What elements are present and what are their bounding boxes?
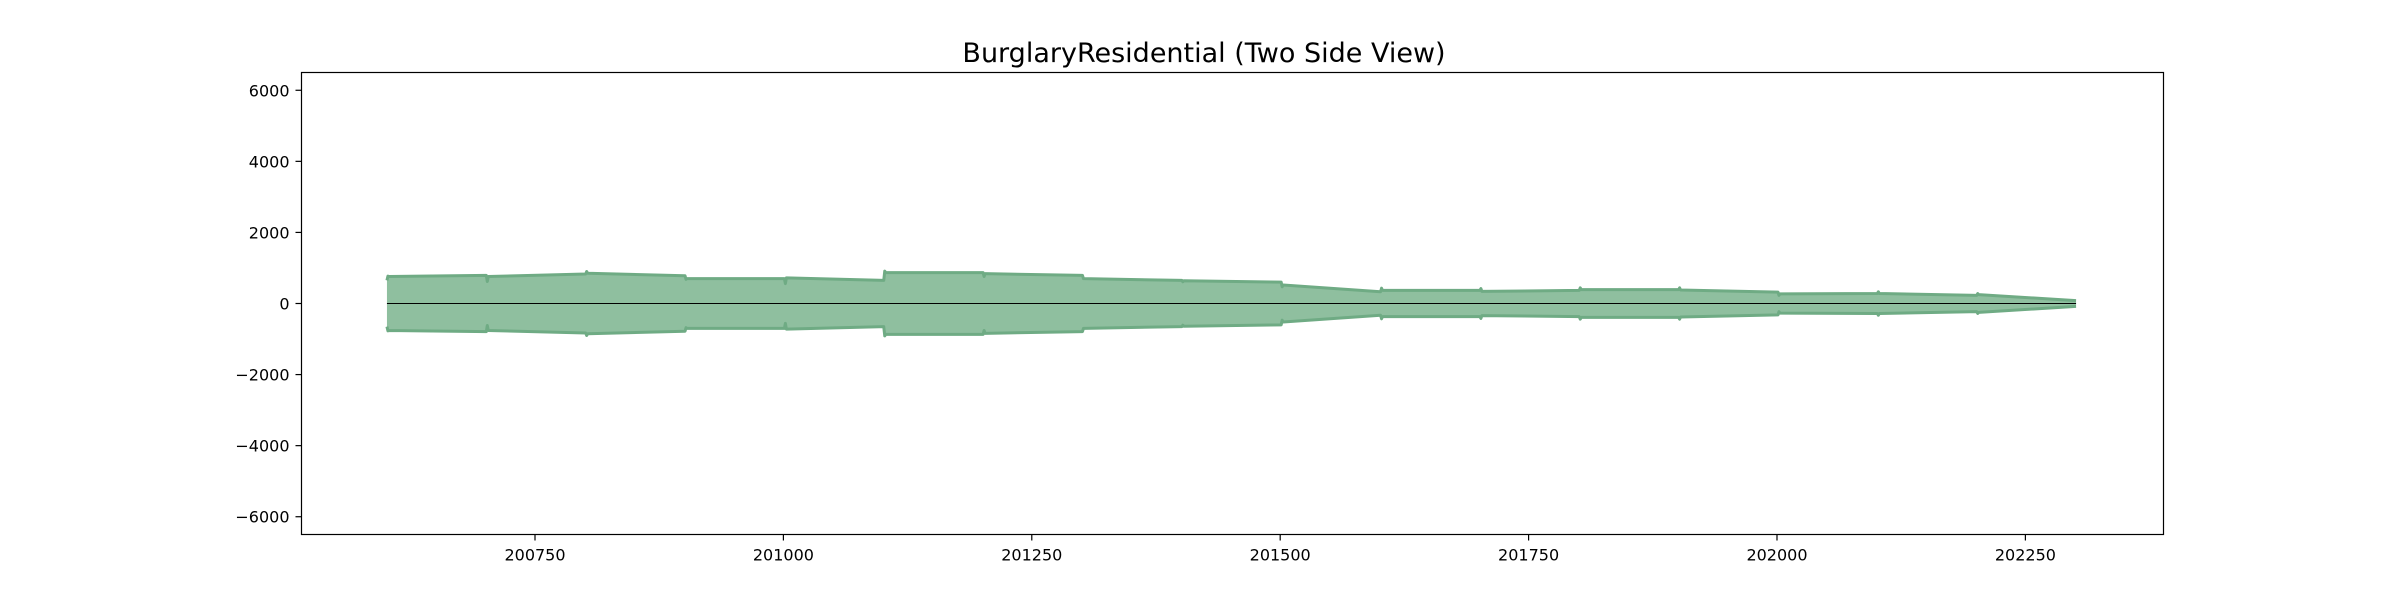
upper-series-line xyxy=(385,269,2077,303)
x-tick-label: 201000 xyxy=(753,546,814,565)
y-tick-label: 6000 xyxy=(249,81,290,100)
axis-layer: 200750 201000 201250 201500 201750 202000 2022… xyxy=(235,81,2056,564)
x-tick-label: 202250 xyxy=(1995,546,2056,565)
x-tick-label: 201500 xyxy=(1250,546,1311,565)
y-tick-label: −4000 xyxy=(235,437,289,456)
y-tick-label: 2000 xyxy=(249,223,290,242)
y-tick-label: 4000 xyxy=(249,152,290,171)
x-tick-label: 201250 xyxy=(1001,546,1062,565)
x-tick-label: 202000 xyxy=(1746,546,1807,565)
y-tick-label: −2000 xyxy=(235,366,289,385)
x-tick-label: 201750 xyxy=(1498,546,1559,565)
x-tick-label: 200750 xyxy=(504,546,565,565)
lower-series-line xyxy=(385,304,2077,338)
y-tick-label: −6000 xyxy=(235,508,289,527)
area-layer xyxy=(385,269,2077,338)
plot-frame xyxy=(300,71,2165,536)
y-tick-label: 0 xyxy=(279,295,289,314)
chart-title: BurglaryResidential (Two Side View) xyxy=(962,38,1445,69)
